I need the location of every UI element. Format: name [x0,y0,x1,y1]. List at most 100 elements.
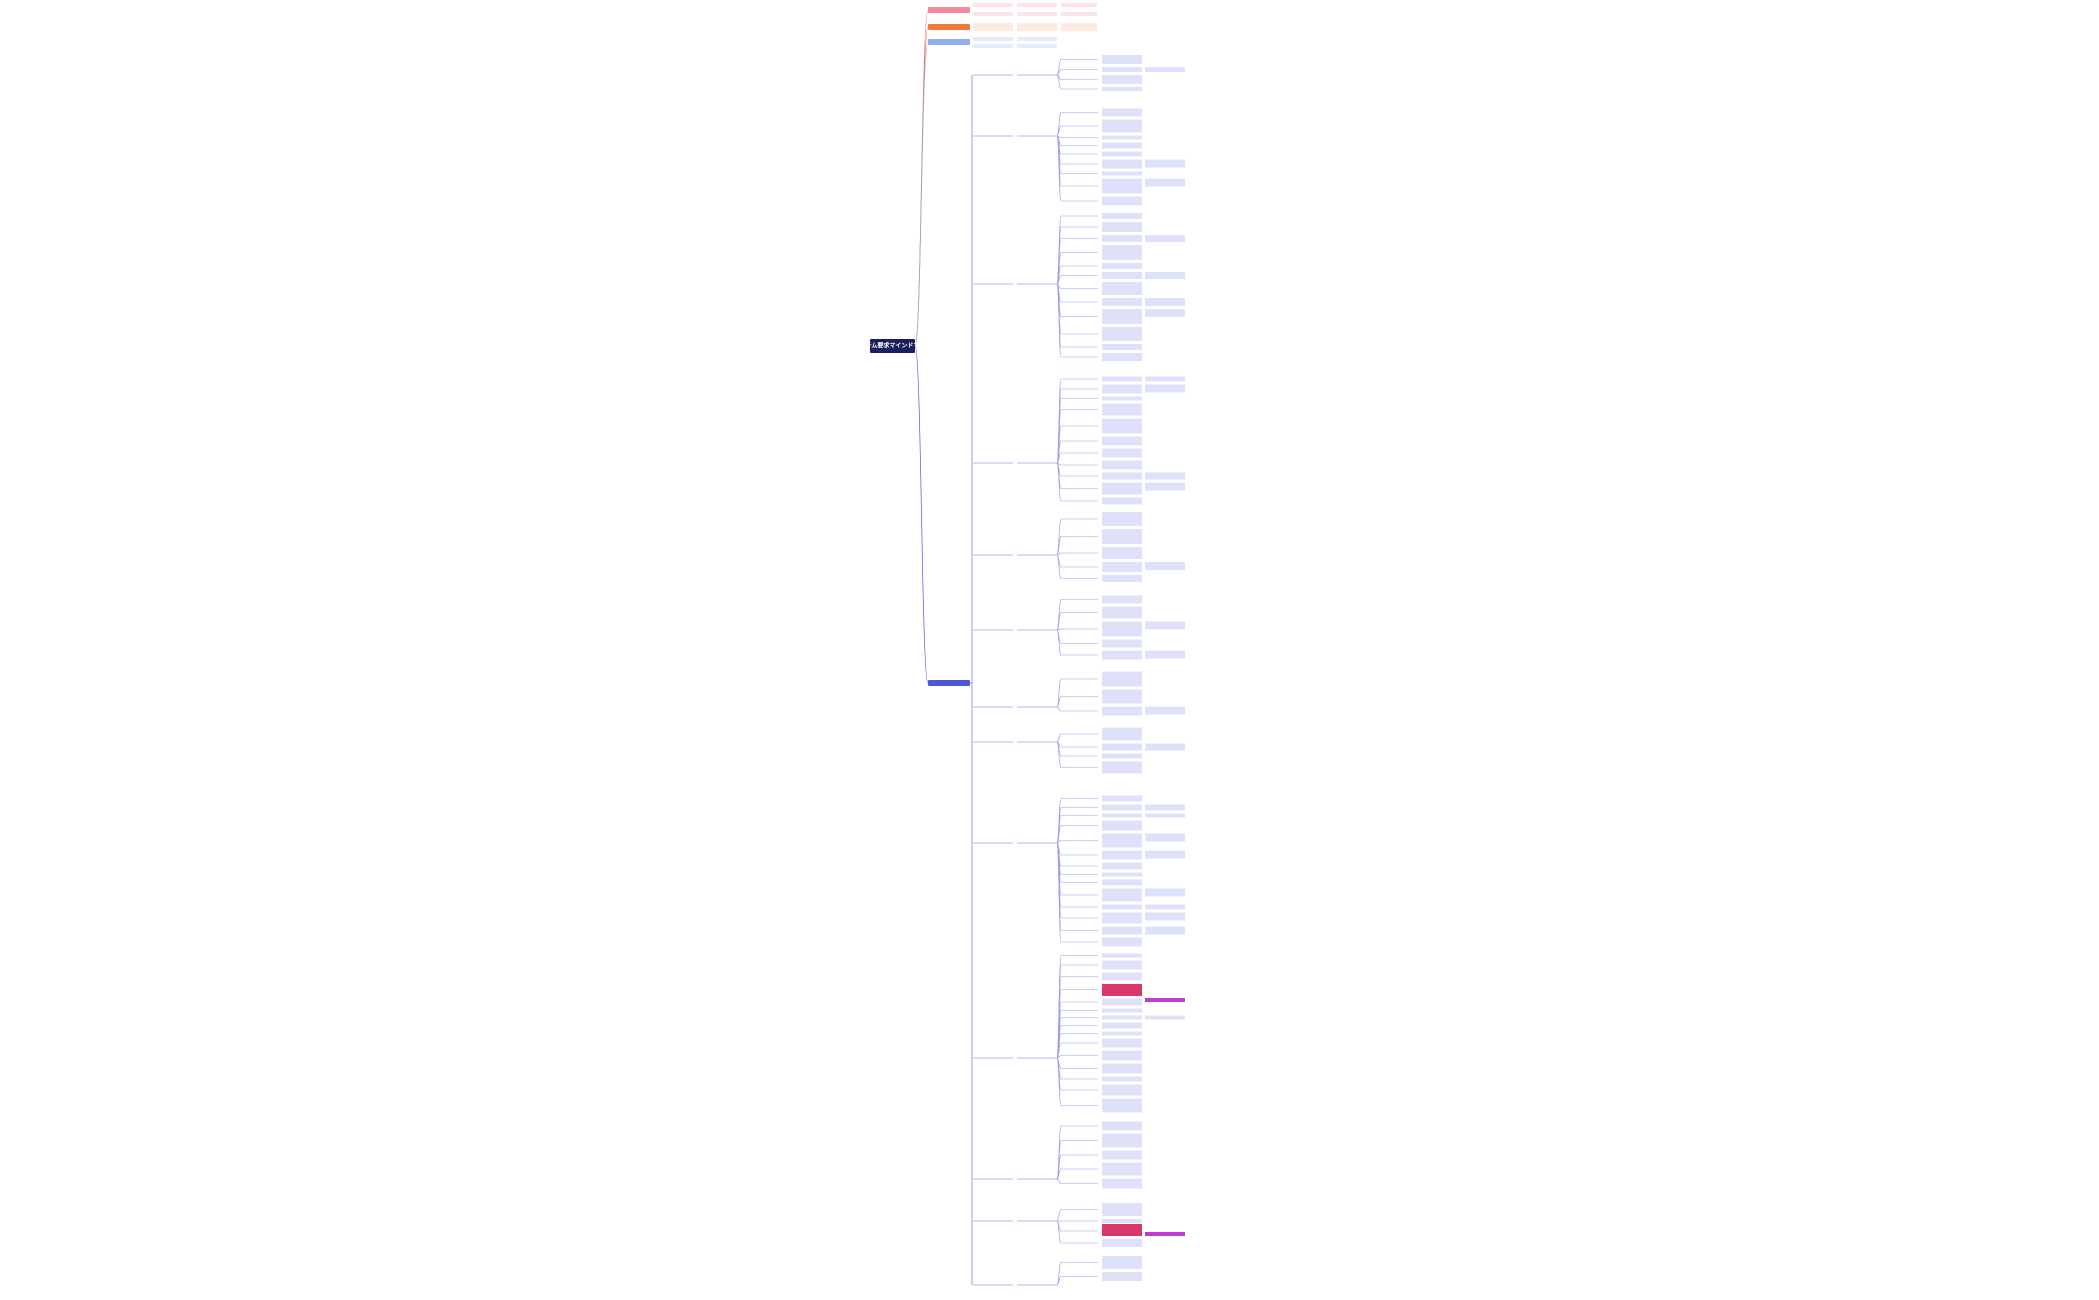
branch-node [928,24,970,30]
leaf [1102,1022,1142,1029]
leaf [1102,1133,1142,1148]
leaf [1102,1015,1142,1020]
leaf [1102,795,1142,802]
leaf [1145,309,1185,317]
connector [1056,706,1062,712]
leaf [1102,926,1142,935]
leaf [1102,1239,1142,1247]
leaf [1102,761,1142,774]
leaf [1145,235,1185,242]
leaf [1102,689,1142,704]
leaf [1102,650,1142,660]
leaf [1102,376,1142,382]
leaf [1102,482,1142,495]
leaf [1145,904,1185,910]
leaf [1102,872,1142,877]
item [1017,23,1057,27]
leaf [1102,472,1142,480]
leaf [1102,67,1142,72]
leaf [1145,621,1185,630]
leaf [1102,178,1142,194]
item [1061,12,1097,16]
connector [1056,612,1062,631]
leaf [1102,639,1142,648]
leaf [1102,833,1142,848]
leaf [1145,67,1185,72]
leaf [1102,1038,1142,1048]
leaf [1145,813,1185,818]
leaf [1102,272,1142,279]
item [1017,27,1057,31]
item [1061,23,1097,27]
leaf [1102,1098,1142,1113]
highlight-leaf [1102,984,1142,996]
leaf [1102,436,1142,446]
connector [1056,696,1062,708]
leaf [1145,804,1185,811]
leaf [1102,135,1142,140]
leaf [1102,196,1142,206]
leaf [1102,418,1142,434]
leaf [1102,904,1142,910]
item [973,12,1013,16]
leaf [1102,753,1142,759]
leaf [1102,159,1142,169]
connector [1056,1042,1062,1059]
connector [1056,1276,1062,1286]
root-node[interactable] [870,339,915,353]
leaf [1102,222,1142,232]
item [973,3,1013,7]
item [1017,12,1057,16]
leaf [1102,75,1142,84]
leaf [1145,912,1185,921]
leaf [1102,1084,1142,1096]
connector [1056,1168,1062,1180]
leaf [1102,213,1142,219]
leaf [1102,353,1142,361]
leaf [1102,460,1142,470]
item [973,44,1013,48]
leaf [1102,497,1142,505]
leaf [1102,403,1142,416]
leaf [1102,1150,1142,1160]
connectors [914,9,1062,1286]
leaf [1102,972,1142,981]
leaf [1102,151,1142,157]
leaf [1102,562,1142,572]
leaf [1102,743,1142,751]
connector [1056,135,1062,202]
leaf [1102,960,1142,970]
connector [1056,536,1062,556]
leaf [1102,595,1142,604]
leaf [1102,575,1142,582]
leaf [1102,1076,1142,1082]
leaf [1102,1219,1142,1223]
connector [1056,842,1062,943]
leaf [1102,1162,1142,1176]
leaf [1102,108,1142,117]
branch-node [928,7,970,13]
leaf [1102,1050,1142,1061]
leaf [1145,482,1185,491]
leaf [1102,282,1142,295]
leaf [1145,562,1185,570]
leaf [1145,298,1185,306]
leaf [1102,529,1142,544]
item [973,27,1013,31]
leaf [1102,1256,1142,1269]
connector [1056,1178,1062,1184]
leaf [1102,937,1142,947]
leaf [1102,245,1142,260]
leaf [1102,512,1142,526]
leaf [1145,272,1185,279]
leaf [1145,159,1185,168]
leaf [1102,344,1142,350]
item [1017,3,1057,7]
connector [1056,825,1062,844]
leaf [1102,1031,1142,1036]
leaf [1102,396,1142,401]
item [1017,44,1057,48]
item [1061,27,1097,31]
